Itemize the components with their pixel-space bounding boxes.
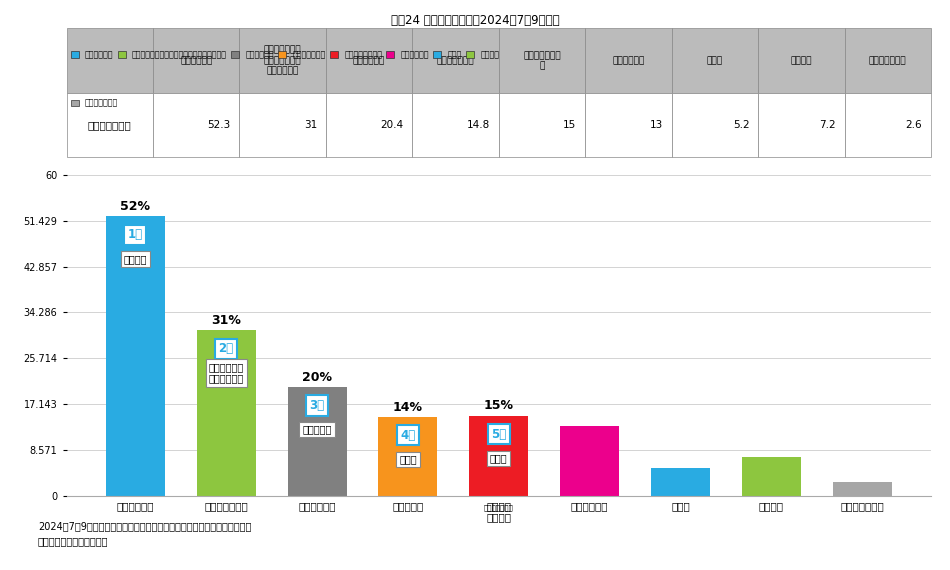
Text: 20%: 20% [302,370,332,384]
Text: 52%: 52% [121,200,150,213]
Bar [105,216,165,496]
Text: 求人難: 求人難 [399,454,417,465]
Text: 経費等上昇を
価格転嫁困難: 経費等上昇を 価格転嫁困難 [209,362,244,384]
Text: 15%: 15% [484,400,514,413]
Text: 3位: 3位 [310,399,325,412]
Bar [651,468,710,496]
Bar [832,482,892,496]
Bar [560,426,619,496]
Text: 老朽化: 老朽化 [490,454,507,463]
Bar [197,330,256,496]
Text: 客単価減少: 客単価減少 [302,425,332,434]
Bar [469,416,528,496]
Text: 5位: 5位 [491,428,506,441]
Text: 31%: 31% [211,314,241,327]
Text: 引用元：日本政策金融公庫: 引用元：日本政策金融公庫 [38,536,108,546]
Bar [288,387,347,496]
Text: 経営上の問題点: 経営上の問題点 [484,504,514,511]
Text: 客数減少: 客数減少 [124,254,147,264]
Text: 4位: 4位 [400,429,415,442]
Text: 1位: 1位 [127,229,142,241]
Bar [378,417,437,496]
Text: 2位: 2位 [218,342,234,355]
Text: 図表24 経営上の問題点（2024年7～9月期）: 図表24 経営上の問題点（2024年7～9月期） [390,14,560,27]
Bar [742,457,801,496]
Legend: 事業資金借入難: 事業資金借入難 [70,99,119,108]
Text: 14%: 14% [393,401,423,413]
Text: 2024年7～9月期　主な経営上の問題点　生活衛生関係営業の景況　美容業: 2024年7～9月期 主な経営上の問題点 生活衛生関係営業の景況 美容業 [38,522,252,532]
